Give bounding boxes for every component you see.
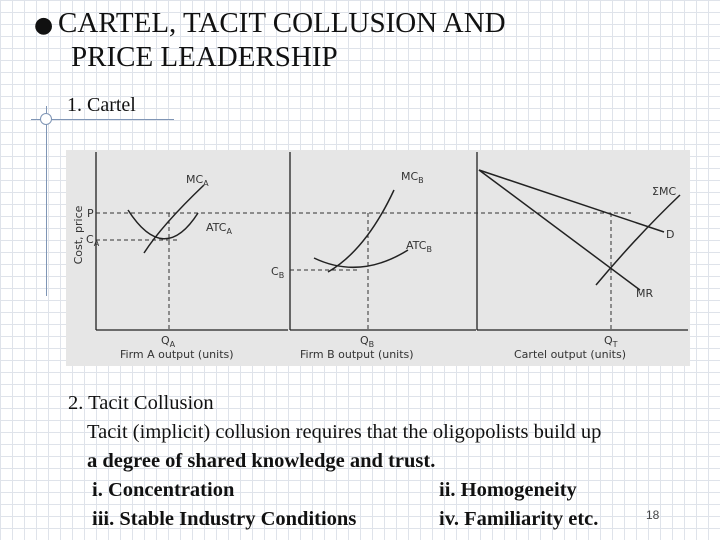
tick-ca: CA <box>86 233 100 248</box>
tick-cb: CB <box>271 265 284 280</box>
decorative-horizontal-line <box>31 119 174 120</box>
mr-curve <box>478 169 641 291</box>
title-line-2: PRICE LEADERSHIP <box>71 41 338 73</box>
section2-text-line-2: a degree of shared knowledge and trust. <box>87 450 436 472</box>
panel-a-curves <box>127 184 205 254</box>
list-item-stable-industry: iii. Stable Industry Conditions <box>92 508 357 530</box>
tick-qa: QA <box>161 334 176 349</box>
panel-b-curves <box>313 189 409 273</box>
atc-b-curve <box>313 249 409 269</box>
mc-b-curve <box>327 189 395 273</box>
atc-b-label: ATCB <box>406 239 432 254</box>
tick-qt: QT <box>604 334 618 349</box>
panel-c-x-label: Cartel output (units) <box>514 348 626 361</box>
list-item-homogeneity: ii. Homogeneity <box>439 479 577 501</box>
tick-qb: QB <box>360 334 374 349</box>
y-axis-label: Cost, price <box>72 205 85 264</box>
axes <box>95 152 688 331</box>
mc-a-label: MCA <box>186 173 209 188</box>
section2-text-line-1: Tacit (implicit) collusion requires that… <box>87 421 602 443</box>
panel-c-curves <box>478 169 681 291</box>
slide-title: CARTEL, TACIT COLLUSION AND PRICE LEADER… <box>58 6 618 74</box>
subheading-cartel: 1. Cartel <box>67 94 136 116</box>
demand-curve <box>478 169 665 233</box>
cartel-figure: Cost, price <box>66 150 690 366</box>
sum-mc-label: ΣMC <box>652 185 676 198</box>
list-row: i. Concentration ii. Homogeneity <box>68 476 708 505</box>
list-row: iii. Stable Industry Conditions iv. Fami… <box>68 505 708 534</box>
title-bullet: ● <box>34 13 54 38</box>
decorative-circle <box>40 113 52 125</box>
atc-a-curve <box>127 209 199 240</box>
mr-label: MR <box>636 287 653 300</box>
list-item-concentration: i. Concentration <box>92 479 235 501</box>
section2-heading: 2. Tacit Collusion <box>68 392 214 414</box>
tick-p: P <box>87 207 94 220</box>
list-item-familiarity: iv. Familiarity etc. <box>439 508 599 530</box>
atc-a-label: ATCA <box>206 221 232 236</box>
panel-a-x-label: Firm A output (units) <box>120 348 234 361</box>
panel-b-x-label: Firm B output (units) <box>300 348 414 361</box>
guide-lines <box>96 212 631 330</box>
title-line-1: CARTEL, TACIT COLLUSION AND <box>58 7 506 39</box>
demand-label: D <box>666 228 674 241</box>
mc-b-label: MCB <box>401 170 424 185</box>
tacit-collusion-section: 2. Tacit Collusion Tacit (implicit) coll… <box>68 389 708 534</box>
mc-a-curve <box>143 184 205 254</box>
page-number: 18 <box>646 508 660 522</box>
cartel-diagram: Cost, price <box>66 150 690 366</box>
sum-mc-curve <box>595 194 681 286</box>
decorative-vertical-line <box>46 106 47 296</box>
